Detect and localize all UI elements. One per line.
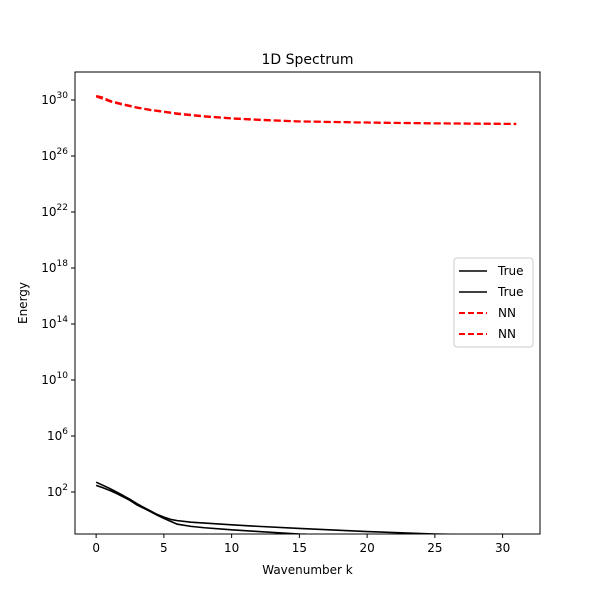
series-group	[95, 94, 517, 534]
y-tick-label: 1026	[41, 147, 68, 163]
y-tick-label: 102	[47, 483, 68, 499]
y-tick-label: 1018	[41, 259, 68, 275]
legend-label-3: NN	[498, 327, 516, 341]
legend-label-2: NN	[498, 306, 516, 320]
series-line-nn-3	[95, 95, 517, 126]
y-tick-label: 1010	[41, 371, 68, 387]
x-tick-label: 15	[292, 541, 307, 555]
series-line-true-0	[95, 484, 325, 534]
legend-label-1: True	[497, 285, 524, 299]
y-tick-label: 106	[47, 427, 68, 443]
x-tick-label: 30	[495, 541, 510, 555]
axes-layer: 0 5 10 15 20 25 30 102 106 1010 1014 1018 1022 1026 10…	[41, 71, 541, 555]
legend: True True NN NN	[453, 257, 534, 348]
chart-title: 1D Spectrum	[262, 52, 354, 68]
legend-label-0: True	[497, 264, 524, 278]
plot-layer	[95, 94, 517, 534]
x-tick-label: 10	[224, 541, 239, 555]
y-tick-label: 1030	[41, 91, 68, 107]
y-tick-label: 1014	[41, 315, 68, 331]
x-tick-label: 20	[359, 541, 374, 555]
series-line-nn-2	[95, 94, 517, 125]
x-tick-label: 5	[160, 541, 168, 555]
x-tick-label: 0	[92, 541, 100, 555]
series-line-true-1	[95, 481, 483, 534]
plot-frame	[74, 71, 541, 535]
x-tick-label: 25	[427, 541, 442, 555]
y-tick-label: 1022	[41, 203, 68, 219]
legend-box	[453, 257, 534, 348]
x-axis-label: Wavenumber k	[262, 563, 353, 577]
y-axis-label: Energy	[16, 282, 30, 324]
